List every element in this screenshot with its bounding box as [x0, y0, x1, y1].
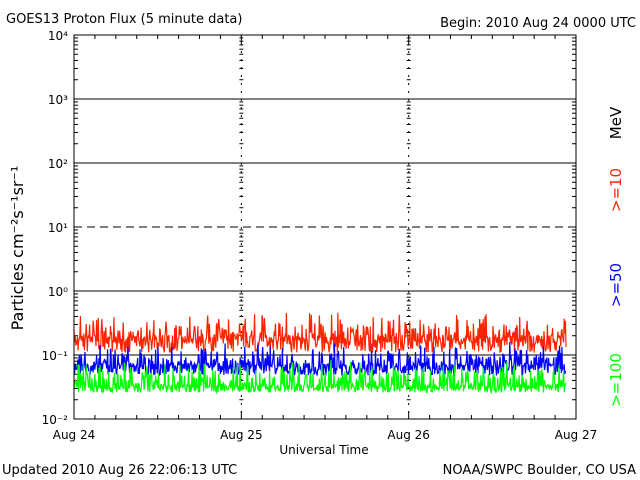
- y-tick-label: 10⁴: [48, 29, 68, 43]
- begin-time: Begin: 2010 Aug 24 0000 UTC: [440, 16, 636, 31]
- x-tick-label: Aug 26: [387, 428, 430, 442]
- legend-item-1: >=10: [607, 168, 625, 212]
- y-tick-label: 10⁰: [48, 285, 68, 299]
- x-axis-label: Universal Time: [279, 443, 368, 457]
- series-line-1: [73, 342, 567, 377]
- x-tick-label: Aug 24: [53, 428, 96, 442]
- chart-title: GOES13 Proton Flux (5 minute data): [6, 12, 242, 27]
- plot-area: 10⁻² 10⁻¹ 10⁰ 10¹ 10² 10³ 10⁴ Aug 24 Aug 25 Aug 2…: [42, 29, 598, 442]
- legend-item-2: >=50: [607, 263, 625, 307]
- legend: MeV >=10 >=50 >=100: [607, 106, 625, 407]
- y-tick-label: 10⁻²: [42, 413, 69, 427]
- y-tick-label: 10²: [48, 157, 68, 171]
- series-line-2: [73, 359, 567, 395]
- legend-item-0: MeV: [607, 106, 625, 139]
- x-tick-label: Aug 27: [555, 428, 598, 442]
- series-line-0: [73, 312, 567, 353]
- y-axis-label: Particles cm⁻²s⁻¹sr⁻¹: [8, 166, 27, 331]
- y-tick-label: 10¹: [48, 221, 68, 235]
- agency-credit: NOAA/SWPC Boulder, CO USA: [443, 463, 636, 478]
- y-tick-label: 10⁻¹: [42, 349, 69, 363]
- x-tick-label: Aug 25: [220, 428, 263, 442]
- legend-item-3: >=100: [607, 353, 625, 407]
- y-tick-label: 10³: [48, 93, 68, 107]
- updated-timestamp: Updated 2010 Aug 26 22:06:13 UTC: [2, 463, 237, 478]
- plot-frame: [73, 34, 577, 420]
